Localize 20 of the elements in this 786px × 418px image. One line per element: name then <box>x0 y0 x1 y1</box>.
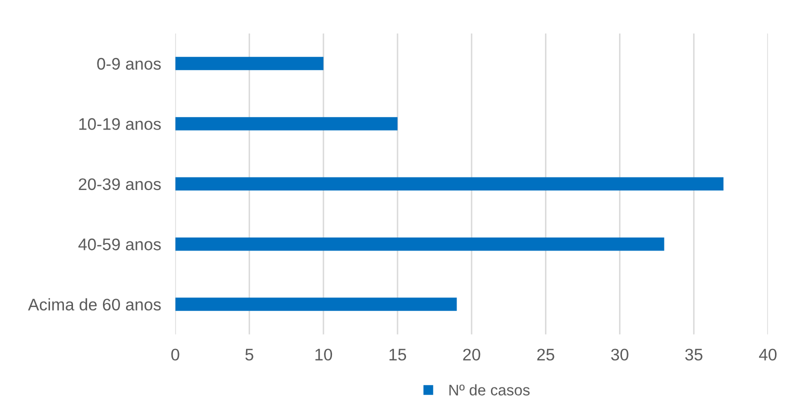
y-tick-label: 0-9 anos <box>97 58 161 70</box>
x-tick-label: 0 <box>171 348 180 361</box>
bar <box>175 117 398 130</box>
x-tick-label: 20 <box>463 348 480 361</box>
legend-label: Nº de casos <box>449 384 530 396</box>
x-tick-label: 15 <box>390 348 406 361</box>
x-tick-label: 40 <box>759 348 777 361</box>
bar <box>175 56 324 70</box>
bar <box>175 237 664 251</box>
y-tick-label: 20-39 anos <box>78 178 161 190</box>
x-tick-label: 25 <box>537 348 554 361</box>
x-tick-label: 30 <box>611 348 628 361</box>
y-tick-label: 10-19 anos <box>79 118 161 130</box>
x-tick-label: 5 <box>245 348 254 361</box>
bar <box>175 177 724 191</box>
x-tick-label: 35 <box>685 348 702 361</box>
x-tick-label: 10 <box>315 348 332 361</box>
y-tick-label: Acima de 60 anos <box>28 298 161 311</box>
y-tick-label: 40-59 anos <box>78 238 161 250</box>
bar <box>175 298 457 311</box>
